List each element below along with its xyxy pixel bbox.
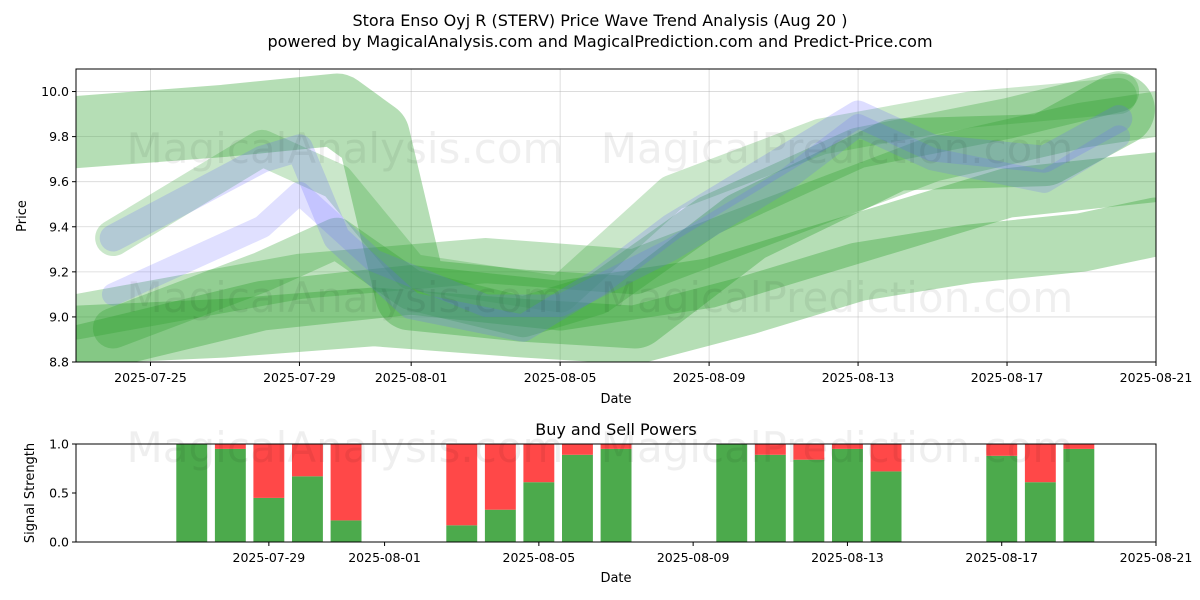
x-tick-label: 2025-08-17	[965, 550, 1038, 565]
price-x-ticks: 2025-07-25 2025-07-29 2025-08-01 2025-08-05…	[114, 362, 1192, 385]
y-tick-label: 9.0	[49, 309, 69, 324]
sell-bar	[562, 444, 593, 455]
sell-bar	[1063, 444, 1095, 449]
buy-bar	[484, 509, 516, 542]
chart-title: Stora Enso Oyj R (STERV) Price Wave Tren…	[353, 11, 848, 30]
buy-bar	[176, 444, 208, 542]
y-tick-label: 8.8	[49, 355, 69, 370]
price-axes-frame	[75, 68, 1157, 363]
buy-bar	[1063, 448, 1095, 542]
y-tick-label: 9.2	[49, 264, 69, 279]
buy-bar	[562, 454, 593, 542]
watermark-text: MagicalAnalysis.com	[127, 423, 564, 472]
buy-bar	[253, 497, 285, 542]
x-tick-label: 2025-08-13	[822, 370, 895, 385]
sell-bar	[754, 444, 786, 455]
buy-bar	[330, 520, 362, 542]
sell-bar	[1024, 444, 1056, 483]
x-tick-label: 2025-08-17	[971, 370, 1044, 385]
buy-bar	[292, 476, 323, 542]
y-tick-label: 9.4	[49, 219, 69, 234]
buy-bar	[793, 459, 825, 542]
sell-bar	[986, 444, 1018, 456]
watermark-text: MagicalAnalysis.com	[127, 124, 564, 173]
x-tick-label: 2025-08-13	[811, 550, 884, 565]
x-tick-label: 2025-08-05	[503, 550, 576, 565]
y-tick-label: 1.0	[49, 437, 69, 452]
price-bands	[76, 71, 1156, 362]
sell-bar	[484, 444, 516, 510]
buy-bar	[986, 455, 1018, 542]
signal-y-ticks: 0.0 0.5 1.0	[49, 437, 76, 550]
price-x-label: Date	[600, 392, 631, 407]
buy-bar	[214, 448, 246, 542]
watermark-text: MagicalPrediction.com	[601, 423, 1074, 472]
x-tick-label: 2025-08-09	[657, 550, 730, 565]
sell-bar	[600, 444, 632, 449]
signal-x-ticks: 2025-07-29 2025-08-01 2025-08-05 2025-08-09…	[233, 542, 1193, 565]
x-tick-label: 2025-08-01	[348, 550, 421, 565]
wave-band	[76, 197, 1156, 362]
x-tick-label: 2025-08-21	[1120, 370, 1193, 385]
sell-bar	[253, 444, 285, 498]
watermark-text: MagicalPrediction.com	[601, 273, 1074, 322]
y-tick-label: 0.0	[49, 535, 69, 550]
signal-panel: Buy and Sell Powers MagicalAnalysis.com …	[23, 420, 1192, 586]
sell-bar	[870, 444, 902, 472]
x-tick-label: 2025-08-09	[673, 370, 746, 385]
signal-title: Buy and Sell Powers	[535, 420, 697, 439]
x-tick-label: 2025-08-05	[524, 370, 597, 385]
price-grid	[76, 69, 1157, 363]
x-tick-label: 2025-07-29	[263, 370, 336, 385]
sell-bar	[523, 444, 555, 483]
wave-band	[101, 114, 1131, 317]
x-tick-label: 2025-08-01	[375, 370, 448, 385]
wave-band	[95, 77, 1137, 313]
signal-y-label: Signal Strength	[23, 443, 38, 543]
sell-bar	[292, 444, 323, 477]
buy-bar	[832, 448, 863, 542]
wave-band	[76, 152, 1156, 362]
buy-bar	[1024, 482, 1056, 542]
price-y-label: Price	[15, 200, 30, 232]
y-tick-label: 9.6	[49, 174, 69, 189]
sell-bar	[793, 444, 825, 460]
x-tick-label: 2025-08-21	[1120, 550, 1193, 565]
price-y-ticks: 8.8 9.0 9.2 9.4 9.6 9.8 10.0	[41, 84, 76, 370]
x-tick-label: 2025-07-29	[233, 550, 306, 565]
buy-bar	[716, 444, 748, 542]
wave-band	[99, 100, 1133, 342]
wave-band	[76, 73, 1155, 349]
watermark-text: MagicalAnalysis.com	[127, 273, 564, 322]
x-tick-label: 2025-07-25	[114, 370, 187, 385]
buy-bar	[754, 454, 786, 542]
price-panel: MagicalAnalysis.com MagicalPrediction.co…	[15, 68, 1192, 407]
wave-band	[92, 71, 1140, 349]
wave-band	[76, 91, 1156, 340]
buy-bar	[600, 448, 632, 542]
signal-bars	[176, 444, 1095, 542]
y-tick-label: 9.8	[49, 129, 69, 144]
sell-bar	[832, 444, 863, 449]
buy-bar	[870, 471, 902, 542]
signal-x-label: Date	[600, 571, 631, 586]
y-tick-label: 10.0	[41, 84, 69, 99]
sell-bar	[214, 444, 246, 449]
sell-bar	[446, 444, 478, 526]
watermark-text: MagicalPrediction.com	[601, 124, 1074, 173]
sell-bar	[330, 444, 362, 521]
chart-subtitle: powered by MagicalAnalysis.com and Magic…	[267, 32, 932, 51]
buy-bar	[446, 525, 478, 542]
y-tick-label: 0.5	[49, 486, 69, 501]
buy-bar	[523, 482, 555, 542]
